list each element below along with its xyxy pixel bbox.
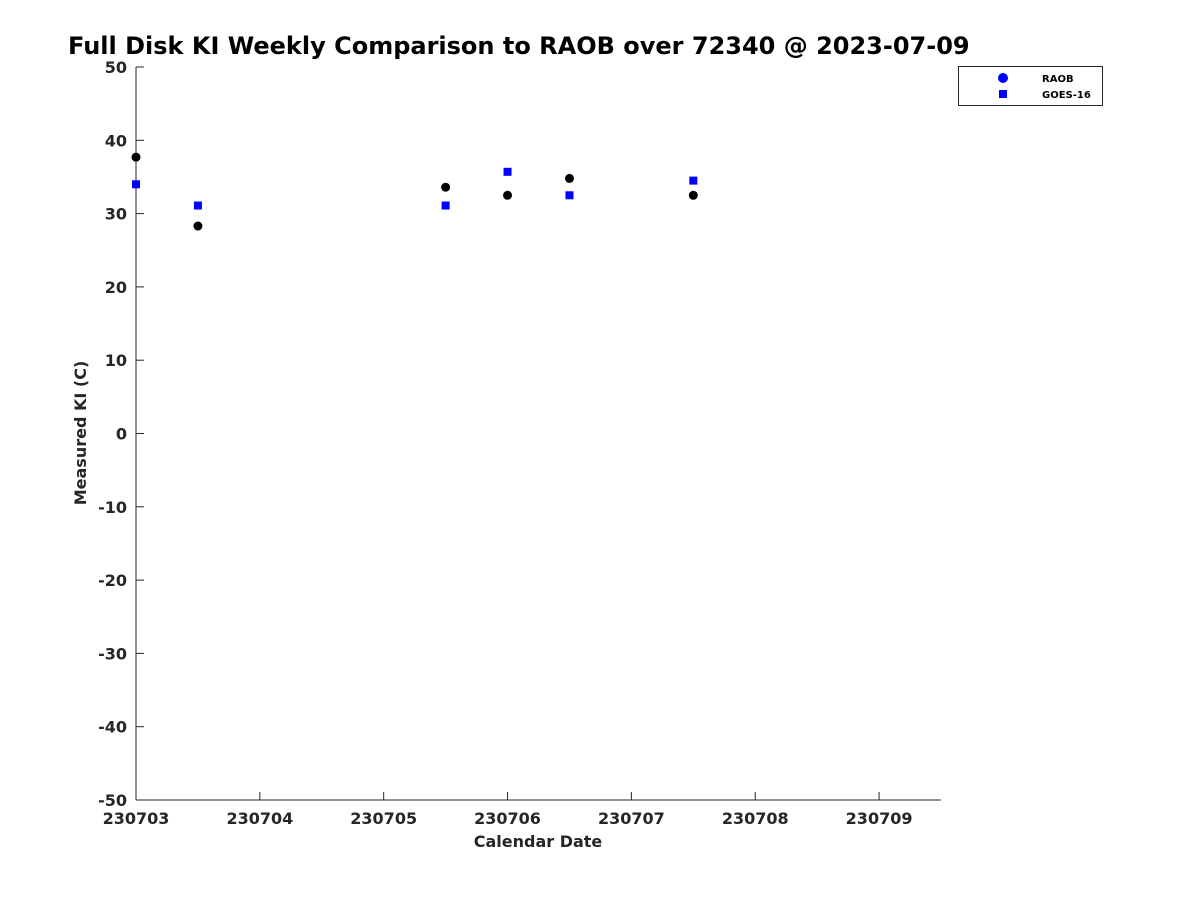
data-points [131, 152, 698, 231]
legend-box [958, 66, 1103, 106]
raob-point [503, 190, 513, 200]
legend-marker-raob [998, 73, 1008, 83]
x-tick-label: 230704 [226, 809, 293, 828]
raob-point [131, 152, 141, 162]
raob-point [688, 190, 698, 200]
legend: RAOB GOES-16 [958, 66, 1103, 106]
raob-point [441, 182, 451, 192]
raob-point [564, 173, 574, 183]
y-ticks: 50 40 30 20 10 0 -10 -20 -30 -40 -50 [98, 58, 144, 810]
x-ticks: 230703 230704 230705 230706 230707 230708 2307… [103, 792, 913, 828]
legend-label: RAOB [1042, 74, 1074, 85]
y-tick-label: 0 [116, 425, 127, 444]
y-tick-label: -20 [98, 571, 127, 590]
legend-marker-goes16 [999, 90, 1007, 98]
goes16-point [689, 176, 698, 185]
y-tick-label: -30 [98, 644, 127, 663]
y-tick-label: -50 [98, 791, 127, 810]
x-tick-label: 230703 [103, 809, 170, 828]
x-tick-label: 230705 [350, 809, 417, 828]
x-tick-label: 230707 [598, 809, 665, 828]
raob-point [193, 221, 203, 231]
legend-label: GOES-16 [1042, 90, 1091, 101]
y-tick-label: 30 [105, 205, 127, 224]
axes [135, 67, 941, 801]
y-tick-label: 40 [105, 131, 127, 150]
x-tick-label: 230706 [474, 809, 541, 828]
x-tick-label: 230708 [722, 809, 789, 828]
y-axis-label: Measured KI (C) [71, 361, 90, 506]
y-tick-label: -40 [98, 718, 127, 737]
y-tick-label: 50 [105, 58, 127, 77]
goes16-point [565, 191, 574, 200]
y-tick-label: -10 [98, 498, 127, 517]
goes16-point [193, 201, 202, 210]
x-tick-label: 230709 [846, 809, 913, 828]
y-tick-label: 20 [105, 278, 127, 297]
y-tick-label: 10 [105, 351, 127, 370]
goes16-point [441, 201, 450, 210]
x-axis-label: Calendar Date [474, 832, 603, 851]
goes16-point [503, 167, 512, 176]
goes16-point [132, 180, 140, 189]
chart-title: Full Disk KI Weekly Comparison to RAOB o… [68, 32, 970, 60]
